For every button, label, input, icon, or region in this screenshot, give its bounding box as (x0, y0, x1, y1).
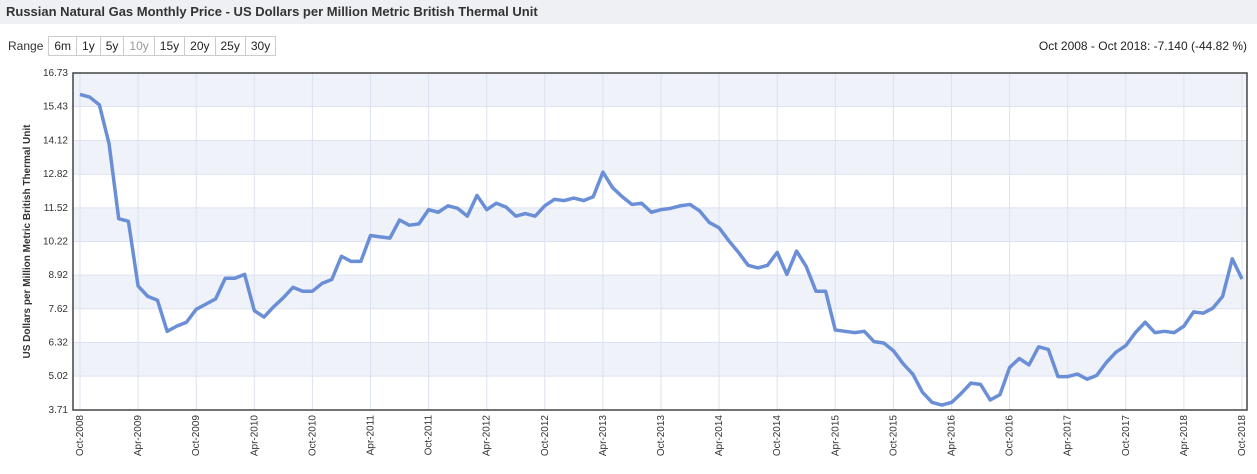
x-tick-label: Oct-2014 (772, 415, 783, 457)
range-button[interactable]: 20y (184, 36, 216, 56)
x-tick-label: Apr-2012 (482, 415, 493, 457)
title: Russian Natural Gas Monthly Price - US D… (6, 4, 538, 19)
x-tick-label: Oct-2017 (1121, 415, 1132, 457)
x-tick-label: Oct-2010 (307, 415, 318, 457)
range-button[interactable]: 30y (244, 36, 277, 56)
y-tick-label: 11.52 (44, 203, 69, 214)
y-tick-label: 8.92 (49, 270, 69, 281)
y-tick-label: 5.02 (49, 371, 69, 382)
y-tick-label: 6.32 (49, 337, 69, 348)
x-tick-label: Oct-2012 (540, 415, 551, 457)
x-tick-label: Oct-2016 (1005, 415, 1016, 457)
summary: Oct 2008 - Oct 2018: -7.140 (-44.82 %) (1038, 39, 1247, 53)
grid-band (73, 73, 1247, 107)
x-tick-label: Apr-2014 (714, 415, 725, 457)
x-tick-label: Oct-2009 (191, 415, 202, 457)
x-tick-label: Oct-2008 (75, 415, 86, 457)
x-tick-label: Oct-2015 (888, 415, 899, 457)
line-series (79, 92, 1244, 407)
y-axis-label: US Dollars per Million Metric British Th… (22, 124, 33, 359)
grid-band (73, 140, 1247, 175)
range-bar: Range 6m 1y 5y 10y 15y 20y 25y 30y (8, 36, 277, 56)
grid-band (73, 207, 1247, 242)
title-bar: Russian Natural Gas Monthly Price - US D… (0, 0, 1257, 24)
y-tick-label: 15.43 (43, 102, 68, 113)
range-button: 10y (123, 36, 155, 56)
x-tick-label: Apr-2009 (133, 415, 144, 457)
range-label: Range (8, 39, 44, 53)
range-button[interactable]: 15y (153, 36, 186, 56)
x-tick-label: Oct-2018 (1237, 415, 1248, 457)
x-tick-label: Oct-2011 (424, 415, 435, 456)
y-tick-label: 10.22 (43, 237, 68, 248)
y-tick-label: 16.73 (43, 68, 68, 79)
y-tick-label: 12.82 (43, 169, 68, 180)
plot-border (72, 72, 1248, 411)
x-tick-label: Apr-2018 (1179, 415, 1190, 457)
range-button[interactable]: 1y (76, 36, 101, 56)
x-tick-label: Apr-2011 (366, 415, 377, 456)
grid-band (73, 275, 1247, 309)
x-tick-label: Apr-2015 (830, 415, 841, 457)
x-tick-label: Apr-2013 (598, 415, 609, 457)
y-tick-label: 3.71 (49, 405, 69, 416)
x-tick-label: Apr-2016 (947, 415, 958, 457)
x-tick-label: Apr-2017 (1063, 415, 1074, 457)
y-tick-label: 7.62 (49, 304, 69, 315)
y-tick-label: 14.12 (43, 136, 68, 147)
range-button[interactable]: 5y (99, 36, 125, 56)
grid-band (73, 342, 1247, 377)
x-tick-label: Oct-2013 (656, 415, 667, 457)
x-tick-label: Apr-2010 (249, 415, 260, 457)
